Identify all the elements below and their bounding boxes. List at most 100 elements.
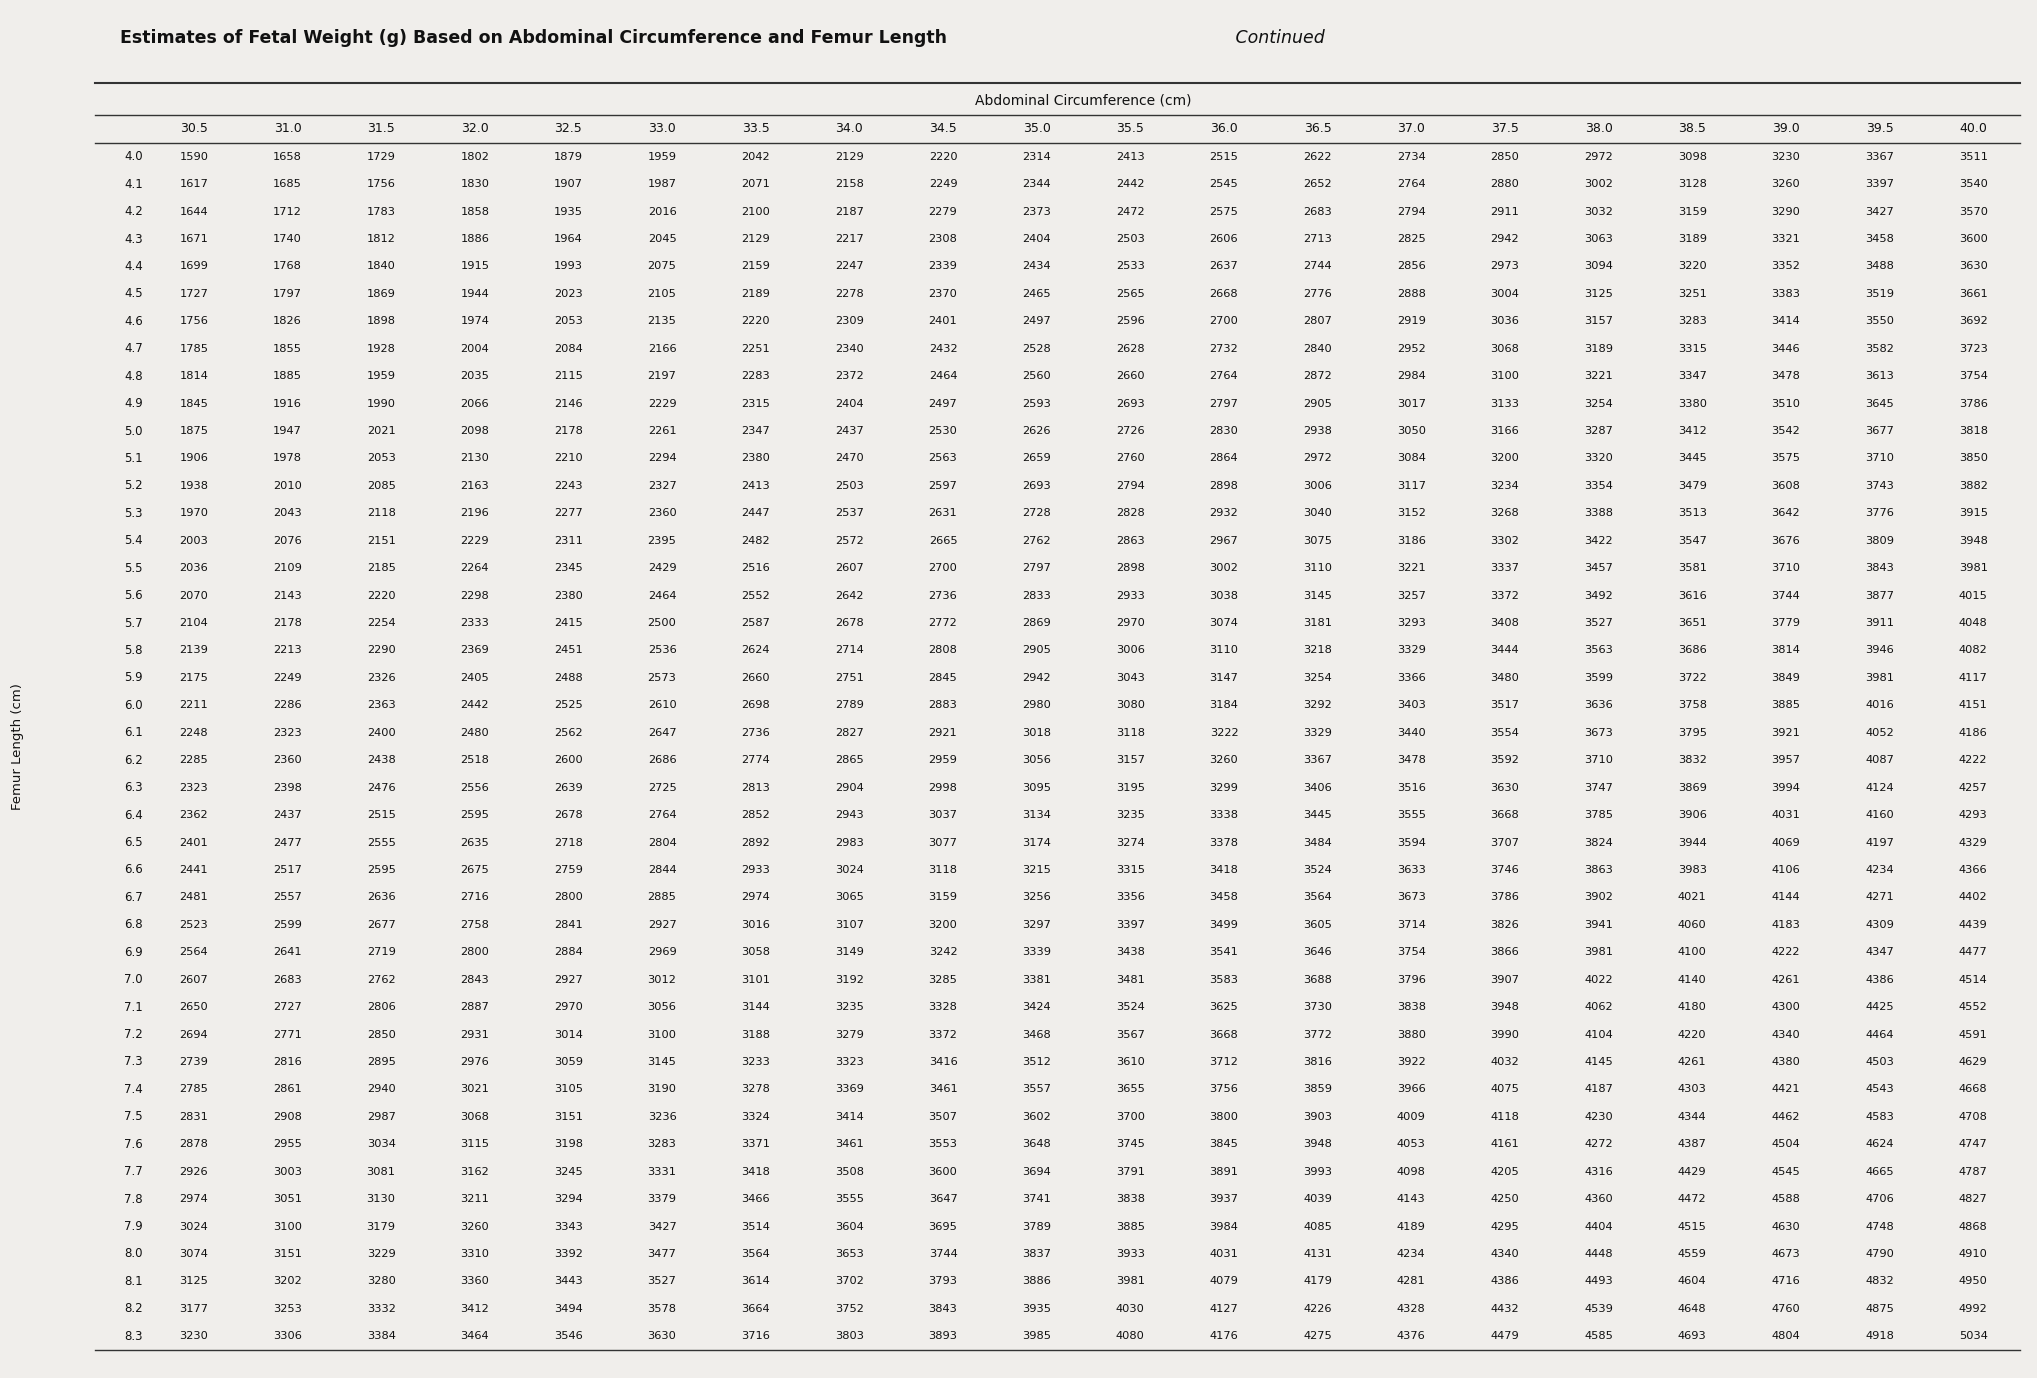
Text: 1987: 1987 [648,179,676,189]
Text: 3838: 3838 [1397,1002,1426,1011]
Text: 2243: 2243 [554,481,583,491]
Text: 4503: 4503 [1866,1057,1894,1067]
Text: 3800: 3800 [1210,1112,1238,1122]
Text: 3843: 3843 [929,1304,957,1313]
Text: 4648: 4648 [1678,1304,1707,1313]
Text: 2036: 2036 [179,564,208,573]
Text: 3016: 3016 [741,919,770,930]
Text: 2563: 2563 [929,453,957,463]
Text: 2178: 2178 [273,619,301,628]
Text: 4082: 4082 [1960,645,1988,656]
Text: 4261: 4261 [1772,974,1801,985]
Text: 2432: 2432 [929,343,957,354]
Text: 2911: 2911 [1491,207,1520,216]
Text: 3712: 3712 [1210,1057,1238,1067]
Text: 3990: 3990 [1491,1029,1520,1039]
Text: 3371: 3371 [741,1140,770,1149]
Text: 6.1: 6.1 [124,726,143,739]
Text: 4205: 4205 [1491,1167,1520,1177]
Text: 2482: 2482 [741,536,770,546]
Text: 3714: 3714 [1397,919,1426,930]
Text: 3017: 3017 [1397,398,1426,409]
Text: 3885: 3885 [1772,700,1801,710]
Text: 3664: 3664 [741,1304,770,1313]
Text: 2557: 2557 [273,893,301,903]
Text: 3200: 3200 [929,919,957,930]
Text: 2400: 2400 [367,728,395,737]
Text: 3461: 3461 [835,1140,864,1149]
Text: 2556: 2556 [460,783,489,792]
Text: 2828: 2828 [1116,508,1145,518]
Text: 2869: 2869 [1023,619,1051,628]
Text: 4009: 4009 [1397,1112,1426,1122]
Text: 2053: 2053 [554,317,583,327]
Text: 1802: 1802 [460,152,489,161]
Text: 4144: 4144 [1772,893,1801,903]
Text: 4493: 4493 [1585,1276,1613,1287]
Text: 4387: 4387 [1678,1140,1707,1149]
Text: 4347: 4347 [1866,947,1894,958]
Text: 2135: 2135 [648,317,676,327]
Text: 2678: 2678 [835,619,864,628]
Text: 3068: 3068 [1491,343,1520,354]
Text: 3478: 3478 [1772,371,1801,382]
Text: 2465: 2465 [1023,289,1051,299]
Text: 2714: 2714 [835,645,864,656]
Text: 4222: 4222 [1772,947,1801,958]
Text: 2010: 2010 [273,481,301,491]
Text: 3673: 3673 [1397,893,1426,903]
Text: 2516: 2516 [741,564,770,573]
Text: 2308: 2308 [929,234,957,244]
Text: 2016: 2016 [648,207,676,216]
Text: 1906: 1906 [179,453,208,463]
Text: 2852: 2852 [741,810,770,820]
Text: 3133: 3133 [1491,398,1520,409]
Text: 2572: 2572 [835,536,864,546]
Text: 3235: 3235 [1116,810,1145,820]
Text: 3599: 3599 [1585,672,1613,683]
Text: 2607: 2607 [179,974,208,985]
Text: 3422: 3422 [1585,536,1613,546]
Text: 2774: 2774 [741,755,770,765]
Text: 5.6: 5.6 [124,590,143,602]
Text: 3582: 3582 [1866,343,1894,354]
Text: 3692: 3692 [1960,317,1988,327]
Text: 3630: 3630 [1960,262,1988,271]
Text: 2035: 2035 [460,371,489,382]
Text: 1855: 1855 [273,343,301,354]
Text: 2652: 2652 [1304,179,1332,189]
Text: 3157: 3157 [1585,317,1613,327]
Text: 7.3: 7.3 [124,1056,143,1068]
Text: 3338: 3338 [1210,810,1238,820]
Text: 2816: 2816 [273,1057,301,1067]
Text: 2927: 2927 [648,919,676,930]
Text: 3791: 3791 [1116,1167,1145,1177]
Text: 31.5: 31.5 [367,123,395,135]
Text: 4543: 4543 [1866,1084,1894,1094]
Text: 2533: 2533 [1116,262,1145,271]
Text: 3118: 3118 [929,865,957,875]
Text: 2980: 2980 [1023,700,1051,710]
Text: 2429: 2429 [648,564,676,573]
Text: 3081: 3081 [367,1167,395,1177]
Text: 4673: 4673 [1772,1248,1801,1259]
Text: 3043: 3043 [1116,672,1145,683]
Text: 3550: 3550 [1866,317,1894,327]
Text: 8.0: 8.0 [124,1247,143,1261]
Text: 2631: 2631 [929,508,957,518]
Text: 3785: 3785 [1585,810,1613,820]
Text: 3754: 3754 [1397,947,1426,958]
Text: 4032: 4032 [1491,1057,1520,1067]
Text: 4448: 4448 [1585,1248,1613,1259]
Text: 4316: 4316 [1585,1167,1613,1177]
Text: 2100: 2100 [741,207,770,216]
Text: 3159: 3159 [1678,207,1707,216]
Text: 3492: 3492 [1585,591,1613,601]
Text: 3157: 3157 [1116,755,1145,765]
Text: 4.8: 4.8 [124,369,143,383]
Text: 2045: 2045 [648,234,676,244]
Text: 2895: 2895 [367,1057,395,1067]
Text: 3145: 3145 [1304,591,1332,601]
Text: 2683: 2683 [273,974,301,985]
Text: 3557: 3557 [1023,1084,1051,1094]
